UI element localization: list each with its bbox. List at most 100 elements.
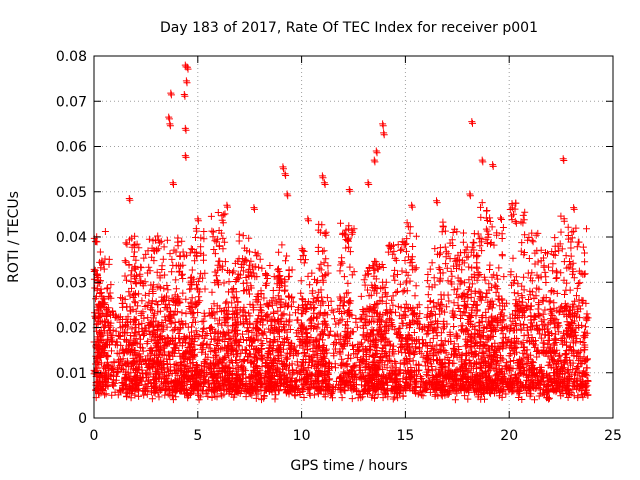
data-point — [409, 243, 417, 250]
data-point — [207, 212, 215, 220]
data-point — [402, 300, 410, 308]
data-point — [466, 344, 474, 352]
data-point — [213, 393, 221, 401]
data-point — [483, 207, 490, 215]
data-point — [420, 323, 428, 331]
data-point — [478, 348, 486, 356]
data-point — [422, 362, 430, 370]
data-point — [235, 230, 243, 238]
data-point — [199, 388, 207, 396]
data-point — [491, 339, 499, 347]
data-point — [409, 357, 417, 365]
data-point — [358, 339, 365, 347]
data-point — [450, 299, 458, 307]
data-point — [328, 389, 336, 397]
data-point — [179, 289, 187, 297]
data-point — [344, 279, 352, 287]
data-point — [392, 390, 400, 398]
data-point — [211, 314, 219, 322]
data-point — [116, 386, 124, 394]
data-point — [281, 287, 288, 295]
data-point — [450, 314, 458, 321]
data-point — [468, 264, 476, 272]
data-point — [578, 391, 586, 399]
data-point — [272, 391, 280, 399]
data-point — [187, 245, 195, 253]
data-point — [327, 327, 335, 335]
data-point — [211, 250, 219, 258]
data-point — [423, 371, 430, 379]
data-point — [434, 392, 442, 400]
data-point — [161, 304, 169, 311]
data-point — [135, 331, 143, 339]
data-point — [140, 254, 148, 262]
data-point — [438, 228, 446, 236]
data-point — [92, 360, 100, 368]
data-point — [197, 234, 205, 242]
data-point — [194, 390, 202, 398]
data-point — [476, 242, 484, 250]
data-point — [271, 395, 279, 403]
data-point — [168, 268, 176, 276]
data-point — [297, 319, 305, 327]
data-point — [397, 304, 405, 312]
data-point — [559, 364, 567, 372]
data-point — [293, 316, 301, 324]
data-point — [320, 259, 328, 267]
chart-title: Day 183 of 2017, Rate Of TEC Index for r… — [160, 20, 538, 36]
data-point — [419, 387, 427, 395]
data-point — [260, 294, 268, 302]
data-point — [116, 333, 124, 340]
data-point — [169, 396, 177, 404]
data-point — [111, 341, 119, 349]
data-point — [137, 335, 144, 343]
data-point — [246, 261, 253, 269]
data-point — [459, 238, 467, 246]
data-point — [337, 219, 344, 227]
data-point — [283, 373, 291, 381]
data-point — [298, 384, 306, 392]
data-point — [527, 326, 535, 334]
data-point — [504, 363, 512, 371]
data-point — [105, 260, 113, 268]
data-point — [112, 376, 120, 384]
data-point — [252, 394, 260, 402]
data-point — [123, 276, 130, 284]
data-point — [314, 248, 322, 255]
data-point — [357, 292, 365, 300]
data-point — [507, 350, 515, 357]
data-point — [111, 388, 119, 396]
data-point — [349, 367, 357, 375]
data-point — [178, 309, 186, 317]
data-point — [166, 250, 174, 258]
data-point — [436, 266, 444, 273]
data-point — [172, 285, 180, 293]
data-point — [140, 391, 148, 399]
data-point — [494, 275, 502, 283]
data-point — [228, 299, 236, 307]
data-point — [574, 392, 582, 400]
data-point — [195, 396, 203, 404]
data-point — [207, 348, 215, 356]
data-point — [483, 240, 491, 247]
data-point — [275, 248, 283, 256]
data-point — [296, 375, 304, 383]
data-point — [352, 387, 360, 395]
data-point — [178, 237, 186, 245]
data-point — [127, 394, 135, 402]
data-point — [490, 365, 498, 373]
data-point — [348, 395, 356, 403]
data-point — [325, 302, 332, 309]
data-point — [101, 391, 109, 399]
data-point — [546, 394, 553, 402]
data-point — [327, 391, 335, 399]
data-point — [313, 313, 321, 321]
data-point — [214, 320, 222, 328]
data-point — [230, 267, 238, 275]
data-point — [141, 381, 149, 389]
data-point — [240, 303, 248, 311]
data-point — [260, 392, 268, 399]
data-point — [203, 340, 211, 348]
data-point — [116, 318, 124, 326]
